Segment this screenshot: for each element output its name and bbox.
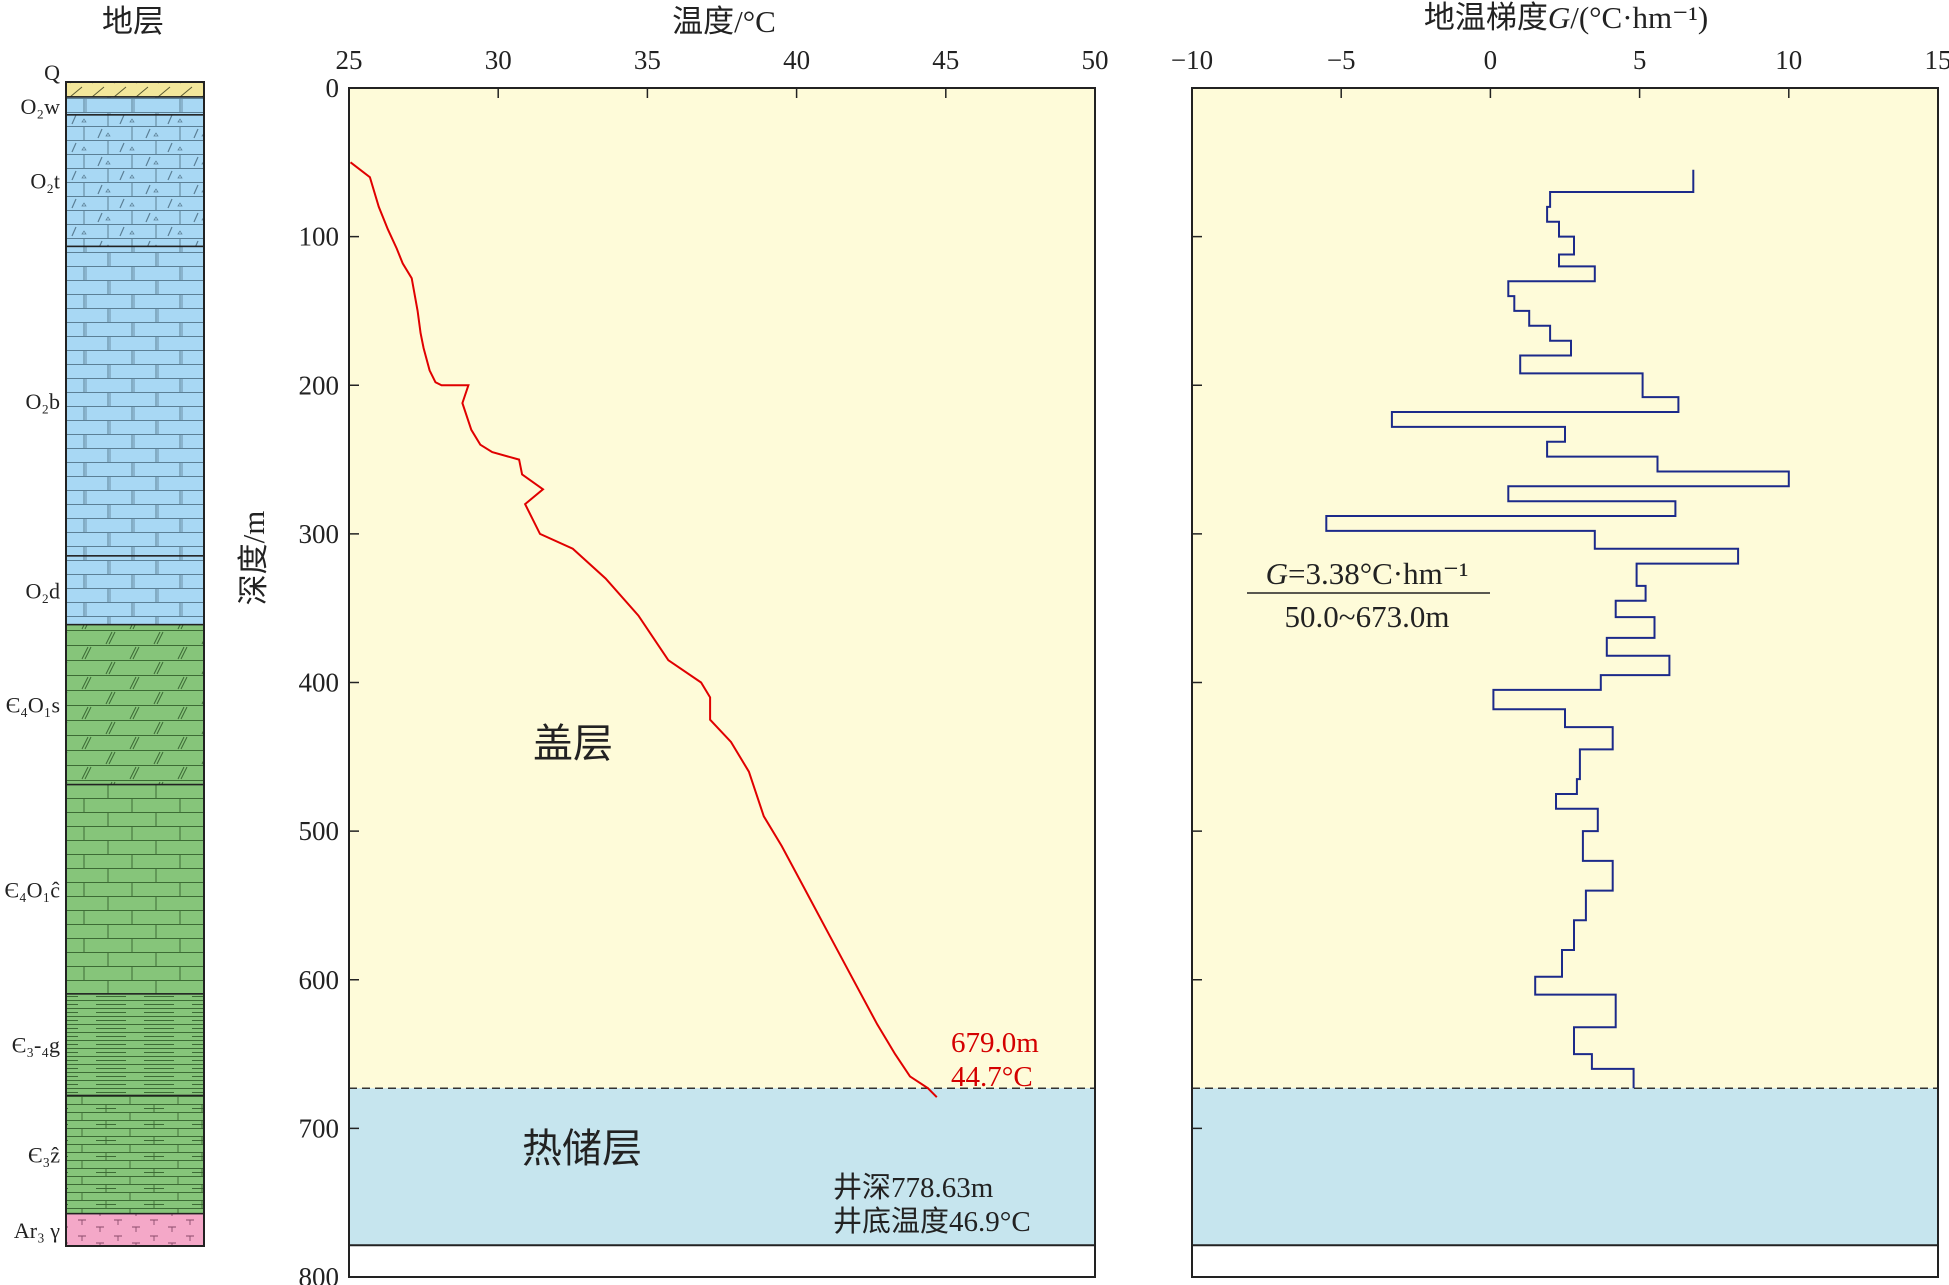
reservoir-zone (1192, 1088, 1938, 1246)
x-tick-label: 40 (783, 45, 810, 75)
strat-layer-pattern (66, 82, 204, 97)
strat-layer: Є₃ẑ (28, 1094, 205, 1215)
strat-layer-label: O₂b (25, 389, 60, 414)
cap-zone-label: 盖层 (533, 721, 613, 766)
reservoir-zone (349, 1088, 1095, 1246)
strat-layers: Q O₂w O₂t O₂b O₂d Є₄O₁s Є₄O₁ĉ Є₃-₄g Є₃ẑ Ar₃ γ (4, 60, 205, 1247)
x-axis-title: 温度/°C (672, 4, 776, 39)
strat-layer-pattern (66, 784, 204, 994)
end-temp-label: 44.7°C (951, 1061, 1033, 1093)
well-depth-label: 井深778.63m (833, 1171, 994, 1204)
strat-column: 地层 Q O₂w O₂t O₂b O₂d Є₄O₁s Є₄O₁ĉ Є₃-₄g Є₃ẑ Ar₃ γ (4, 4, 205, 1247)
y-tick-label: 400 (299, 668, 340, 698)
strat-layer-label: O₂d (25, 578, 60, 603)
x-axis-title: 地温梯度G/(°C·hm⁻¹) (1424, 0, 1708, 35)
reservoir-zone-label: 热储层 (522, 1126, 642, 1171)
strat-layer: O₂b (25, 245, 205, 557)
x-axis: 25 30 35 40 45 50 (336, 45, 1109, 98)
strat-layer-label: Є₄O₁ĉ (4, 877, 60, 902)
y-tick-label: 800 (299, 1262, 340, 1285)
strat-layer-pattern (66, 246, 204, 556)
gradient-chart: −10 −5 0 5 10 15 地温梯度G/(°C·hm⁻¹) G=3.38°C·hm⁻… (1171, 0, 1949, 1278)
y-tick-label: 300 (299, 519, 340, 549)
x-tick-label: 50 (1082, 45, 1109, 75)
strat-layer-pattern (66, 114, 204, 247)
x-tick-label: −10 (1171, 45, 1213, 75)
x-tick-label: −5 (1327, 45, 1356, 75)
y-axis (1192, 87, 1202, 1278)
strat-layer-label: O₂t (30, 169, 60, 194)
strat-layer: Ar₃ γ (14, 1212, 205, 1247)
y-tick-label: 700 (299, 1113, 340, 1143)
x-tick-label: 25 (336, 45, 363, 75)
strat-layer-pattern (66, 624, 204, 785)
strat-layer-label: O₂w (21, 94, 61, 119)
strat-layer: O₂d (25, 555, 205, 626)
x-tick-label: 35 (634, 45, 661, 75)
strat-layer-pattern (66, 555, 204, 625)
strat-layer-pattern (66, 993, 204, 1096)
x-tick-label: 45 (932, 45, 959, 75)
gradient-range: 50.0~673.0m (1285, 599, 1450, 634)
y-tick-label: 200 (299, 370, 340, 400)
y-tick-label: 600 (299, 965, 340, 995)
temperature-chart: 25 30 35 40 45 50 0 100 200 300 400 500 600 700 800 温… (236, 4, 1109, 1285)
x-tick-label: 10 (1775, 45, 1802, 75)
column-title: 地层 (102, 4, 164, 39)
strat-layer: Є₄O₁s (6, 623, 205, 786)
bottom-temp-label: 井底温度46.9°C (833, 1205, 1031, 1238)
gradient-series-line (1325, 169, 1790, 1089)
strat-layer-label: Є₃-₄g (12, 1033, 60, 1058)
y-tick-label: 500 (299, 816, 340, 846)
y-axis: 0 100 200 300 400 500 600 700 800 (299, 73, 359, 1285)
cap-zone (349, 88, 1095, 1089)
strat-layer: Є₃-₄g (12, 993, 205, 1097)
x-tick-label: 5 (1633, 45, 1647, 75)
strat-layer: O₂t (30, 114, 205, 248)
x-axis: −10 −5 0 5 10 15 (1171, 45, 1949, 98)
strat-layer-label: Є₃ẑ (28, 1143, 60, 1168)
strat-layer-pattern (66, 1213, 204, 1246)
strat-layer: O₂w (21, 94, 205, 119)
x-tick-label: 15 (1925, 45, 1949, 75)
x-tick-label: 0 (1484, 45, 1498, 75)
end-depth-label: 679.0m (951, 1027, 1039, 1059)
strat-layer-label: Є₄O₁s (6, 693, 60, 718)
strat-layer-label: Q (44, 60, 60, 85)
gradient-formula: G=3.38°C·hm⁻¹ (1266, 556, 1469, 591)
strat-column-frame (65, 81, 205, 1247)
strat-layer-label: Ar₃ γ (14, 1218, 60, 1243)
strat-layer: Є₄O₁ĉ (4, 783, 205, 995)
y-tick-label: 0 (326, 73, 340, 103)
y-tick-label: 100 (299, 222, 340, 252)
x-tick-label: 30 (485, 45, 512, 75)
strat-layer: Q (44, 60, 205, 98)
y-axis-title: 深度/m (236, 511, 271, 606)
strat-layer-pattern (66, 1095, 204, 1214)
temperature-series-line (349, 161, 938, 1098)
strat-layer-pattern (66, 96, 204, 115)
